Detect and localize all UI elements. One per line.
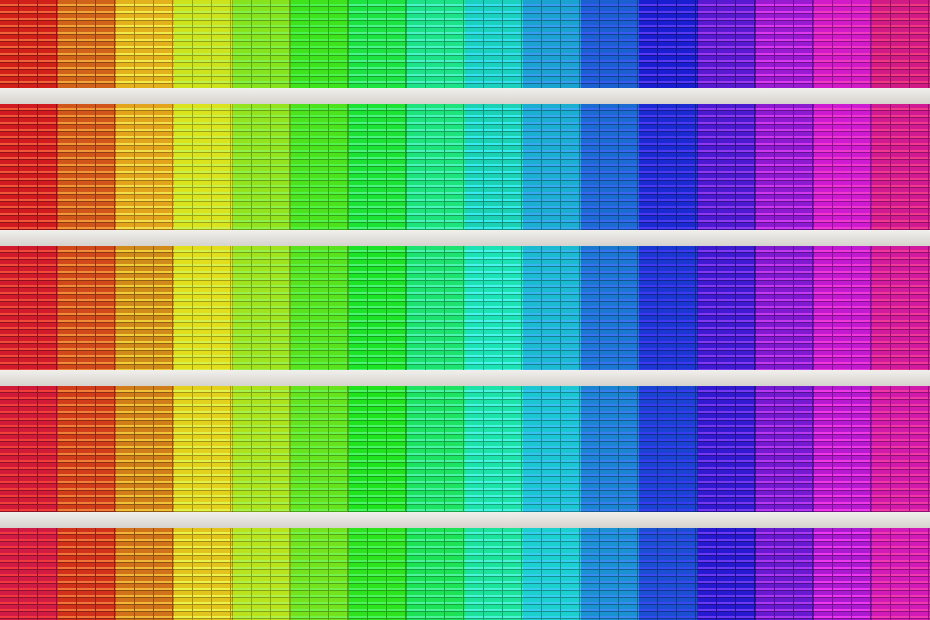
window-blind bbox=[581, 528, 640, 620]
window-blind bbox=[697, 0, 757, 88]
window-blind bbox=[232, 0, 292, 88]
window-blind bbox=[581, 386, 640, 512]
window-blind bbox=[581, 104, 640, 230]
window-blind bbox=[813, 528, 873, 620]
floor-ledge bbox=[0, 370, 930, 386]
window-blind bbox=[813, 246, 873, 370]
window-blind bbox=[0, 246, 59, 370]
window-blind bbox=[523, 528, 582, 620]
window-blind bbox=[755, 386, 815, 512]
window-blind bbox=[290, 246, 350, 370]
window-blind bbox=[0, 528, 59, 620]
window-blind bbox=[639, 528, 698, 620]
window-blind bbox=[348, 386, 408, 512]
window-blind bbox=[871, 246, 930, 370]
window-blind bbox=[0, 386, 59, 512]
window-blind bbox=[639, 386, 698, 512]
window-blind bbox=[174, 528, 233, 620]
window-blind bbox=[523, 246, 582, 370]
window-blind bbox=[174, 104, 233, 230]
window-blind bbox=[406, 104, 466, 230]
window-blind bbox=[290, 386, 350, 512]
window-blind bbox=[232, 386, 292, 512]
window-blind bbox=[465, 104, 524, 230]
window-blind bbox=[813, 386, 873, 512]
window-blind bbox=[348, 246, 408, 370]
window-blind bbox=[755, 0, 815, 88]
window-blind bbox=[348, 528, 408, 620]
window-blind bbox=[174, 0, 233, 88]
window-blind bbox=[116, 246, 175, 370]
window-blind bbox=[465, 246, 524, 370]
window-blind bbox=[523, 104, 582, 230]
window-blind bbox=[116, 104, 175, 230]
window-blind bbox=[581, 246, 640, 370]
window-blind bbox=[871, 386, 930, 512]
window-blind bbox=[232, 246, 292, 370]
window-blind bbox=[116, 0, 175, 88]
window-blind bbox=[755, 104, 815, 230]
window-blind bbox=[406, 0, 466, 88]
floor-ledge bbox=[0, 88, 930, 104]
window-blind bbox=[465, 528, 524, 620]
window-blind bbox=[58, 528, 117, 620]
window-blind bbox=[813, 0, 873, 88]
window-blind bbox=[465, 386, 524, 512]
window-blind bbox=[697, 104, 757, 230]
window-blind bbox=[697, 386, 757, 512]
window-blind bbox=[58, 104, 117, 230]
window-blind bbox=[174, 246, 233, 370]
floor-ledge bbox=[0, 512, 930, 528]
window-blind bbox=[813, 104, 873, 230]
window-blind bbox=[348, 0, 408, 88]
window-blind bbox=[581, 0, 640, 88]
window-blind bbox=[58, 0, 117, 88]
window-blind bbox=[116, 386, 175, 512]
window-blind bbox=[58, 246, 117, 370]
window-blind bbox=[523, 0, 582, 88]
window-blind bbox=[465, 0, 524, 88]
floor-ledge bbox=[0, 230, 930, 246]
window-blind bbox=[639, 104, 698, 230]
window-blind bbox=[290, 0, 350, 88]
window-blind bbox=[348, 104, 408, 230]
window-blind bbox=[406, 386, 466, 512]
window-blind bbox=[0, 0, 59, 88]
window-blind bbox=[406, 246, 466, 370]
window-blind bbox=[116, 528, 175, 620]
window-blind bbox=[871, 104, 930, 230]
window-blind bbox=[406, 528, 466, 620]
window-blind bbox=[697, 246, 757, 370]
window-blind bbox=[174, 386, 233, 512]
window-blind bbox=[871, 528, 930, 620]
window-blind bbox=[232, 528, 292, 620]
window-blind bbox=[755, 246, 815, 370]
window-blind bbox=[755, 528, 815, 620]
window-blind bbox=[523, 386, 582, 512]
window-blind bbox=[871, 0, 930, 88]
window-blind bbox=[639, 246, 698, 370]
window-blind bbox=[232, 104, 292, 230]
window-blind bbox=[290, 528, 350, 620]
window-blind bbox=[58, 386, 117, 512]
window-blind bbox=[0, 104, 59, 230]
window-blind bbox=[639, 0, 698, 88]
window-blind bbox=[290, 104, 350, 230]
window-blind bbox=[697, 528, 757, 620]
